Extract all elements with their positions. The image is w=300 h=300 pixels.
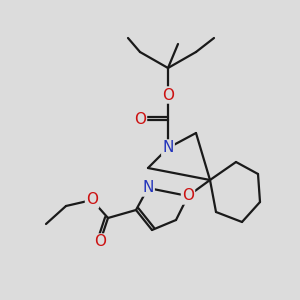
Text: O: O bbox=[162, 88, 174, 103]
Text: O: O bbox=[182, 188, 194, 203]
Text: N: N bbox=[142, 181, 154, 196]
Text: N: N bbox=[162, 140, 174, 155]
Text: O: O bbox=[86, 193, 98, 208]
Text: O: O bbox=[134, 112, 146, 128]
Text: O: O bbox=[94, 235, 106, 250]
